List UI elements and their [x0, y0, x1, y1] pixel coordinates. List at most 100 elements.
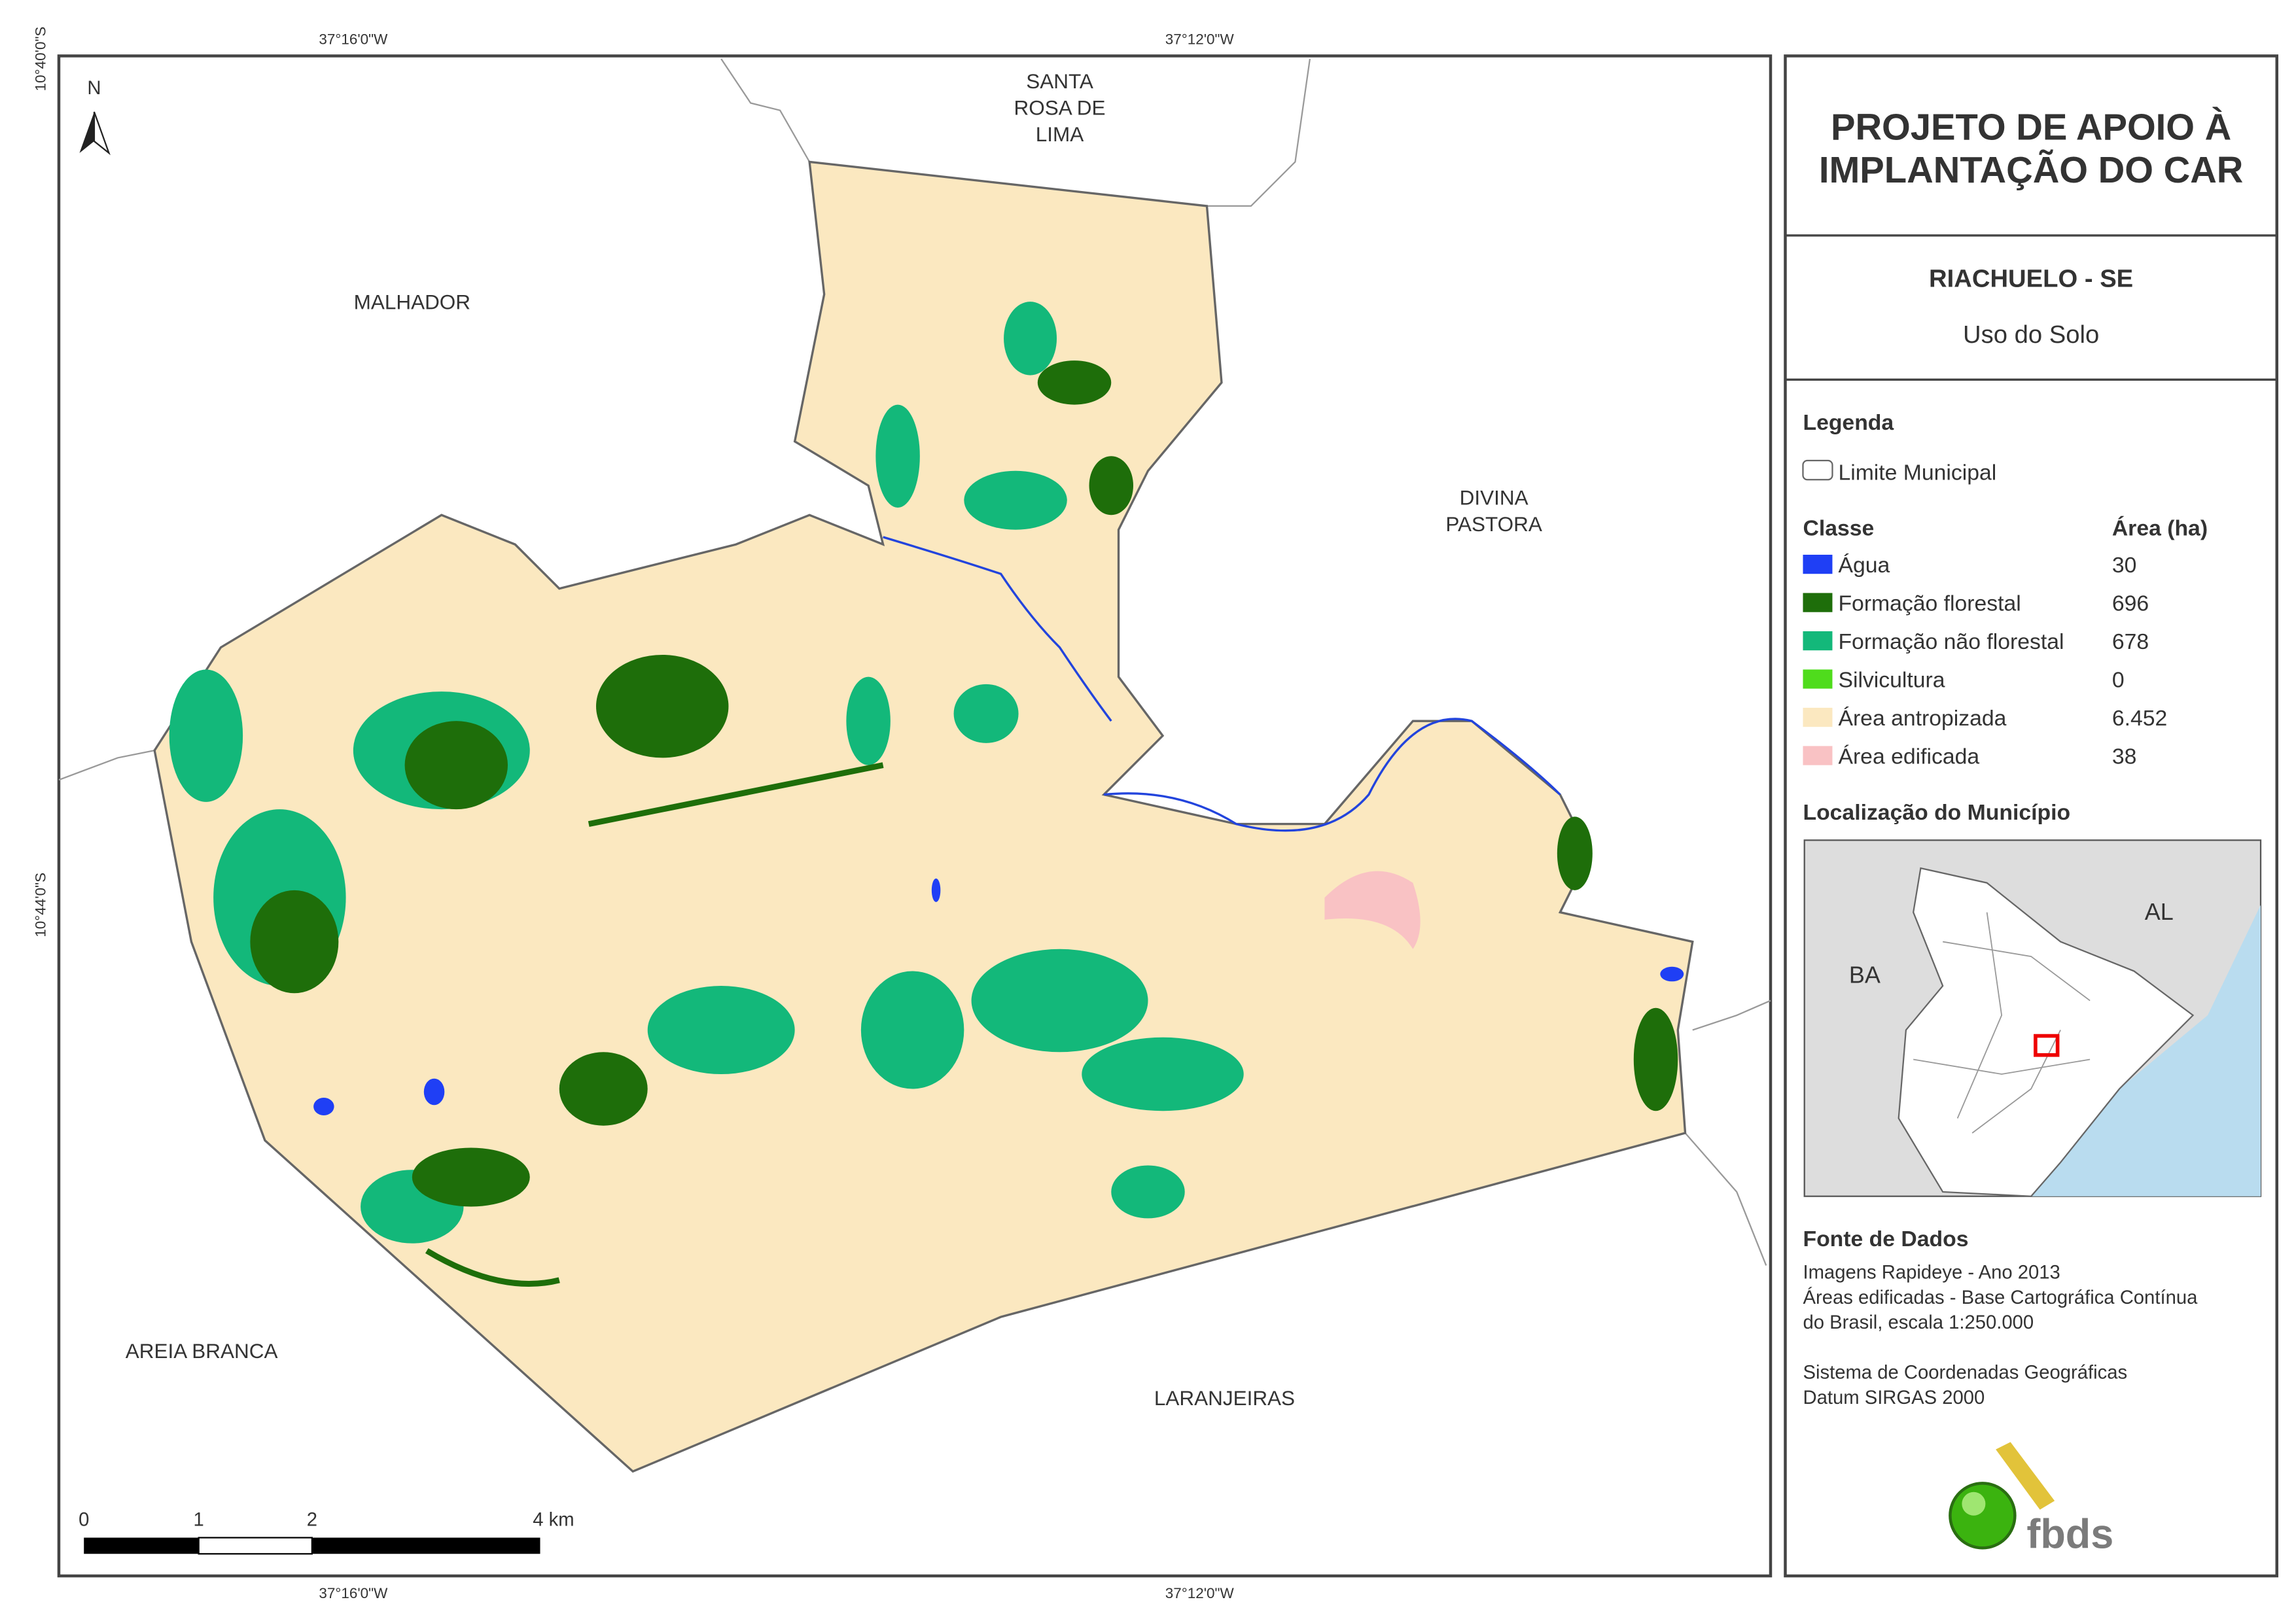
river [883, 536, 1561, 832]
coord-label: 10°40'0"S [33, 27, 49, 92]
coord-label: 37°16'0"W [319, 1585, 388, 1601]
neighbor-label: LIMA [1036, 122, 1084, 146]
neighbor-label: LARANJEIRAS [1154, 1386, 1295, 1410]
location-title: Localização do Município [1803, 800, 2070, 825]
title-line: IMPLANTAÇÃO DO CAR [1819, 149, 2244, 190]
legend-swatch [1803, 669, 1833, 689]
logo-circle [1949, 1482, 2017, 1550]
legend-label: Formação não florestal [1838, 629, 2064, 654]
logo-highlight [1962, 1492, 1986, 1516]
patch [595, 654, 729, 758]
coord-label: 37°16'0"W [319, 31, 388, 47]
coord-label: 10°44'0"S [33, 873, 49, 937]
neighbor-label: ROSA DE [1014, 96, 1106, 119]
water [931, 878, 941, 902]
source-line: Sistema de Coordenadas Geográficas [1803, 1363, 2127, 1384]
side-panel [1784, 54, 2279, 1578]
water [1660, 966, 1684, 982]
legend-label: Área antropizada [1838, 706, 2006, 731]
sources: Imagens Rapideye - Ano 2013 Áreas edifica… [1803, 1263, 2198, 1408]
scale-label: 0 [79, 1510, 89, 1531]
source-line: Datum SIRGAS 2000 [1803, 1387, 1985, 1408]
location-inset: BA AL [1803, 839, 2262, 1197]
boundary [720, 58, 1311, 207]
built-area [1324, 871, 1421, 949]
patch [425, 1248, 560, 1287]
patch [846, 676, 891, 765]
legend-swatch [1803, 631, 1833, 651]
patch [559, 1052, 648, 1126]
coord-label: 37°12'0"W [1165, 1585, 1235, 1601]
boundary-label: Limite Municipal [1838, 460, 1996, 485]
patch [1557, 816, 1593, 890]
subtitle: Uso do Solo [1963, 321, 2099, 349]
scale-segment [311, 1537, 540, 1554]
patch [1633, 1007, 1678, 1111]
patch [1089, 456, 1134, 515]
inset-label: AL [2145, 898, 2174, 925]
legend-area: 38 [2112, 744, 2137, 769]
water [423, 1078, 445, 1106]
legend-label: Área edificada [1838, 744, 1979, 769]
neighbor-label: SANTA [1026, 69, 1093, 93]
municipality-name: RIACHUELO - SE [1929, 265, 2133, 293]
legend-label: Silvicultura [1838, 667, 1945, 692]
source-line: Imagens Rapideye - Ano 2013 [1803, 1263, 2060, 1283]
patch [953, 684, 1019, 743]
state-outline [1898, 867, 2195, 1197]
municipal-lines [1913, 912, 2091, 1134]
scale-label: 2 [307, 1510, 317, 1531]
scale-segment [84, 1537, 199, 1554]
location-marker [2034, 1034, 2060, 1057]
patch [647, 986, 795, 1075]
legend-swatch [1803, 707, 1833, 727]
water [313, 1097, 334, 1115]
logo-text: fbds [2026, 1511, 2113, 1557]
patch [964, 470, 1067, 530]
source-line: Áreas edificadas - Base Cartográfica Con… [1803, 1287, 2198, 1308]
legend-area: 0 [2112, 667, 2125, 692]
legend-swatch [1803, 593, 1833, 612]
coord-label: 37°12'0"W [1165, 31, 1235, 47]
patch [971, 949, 1148, 1053]
boundary [58, 750, 1771, 1266]
neighbor-label: PASTORA [1445, 512, 1542, 536]
north-label: N [87, 78, 101, 99]
source-line: do Brasil, escala 1:250.000 [1803, 1312, 2034, 1333]
coordinates: 37°16'0"W 37°12'0"W 37°16'0"W 37°12'0"W … [33, 27, 1235, 1601]
legend-area: 678 [2112, 629, 2149, 654]
logo-bar [1996, 1442, 2055, 1510]
patch [1004, 302, 1057, 375]
scale-label: 4 km [533, 1510, 574, 1531]
legend-label: Água [1838, 553, 1890, 578]
patch [250, 890, 339, 994]
legend-swatch [1803, 746, 1833, 765]
legend-area: 30 [2112, 553, 2137, 578]
area-header: Área (ha) [2112, 516, 2208, 541]
patch [1082, 1037, 1244, 1111]
legend-area: 696 [2112, 591, 2149, 616]
patch [412, 1147, 530, 1207]
scale-bar: 0 1 2 4 km [79, 1510, 574, 1555]
logo: fbds [1949, 1442, 2113, 1557]
class-header: Classe [1803, 516, 1874, 541]
patch [875, 404, 920, 508]
neighbor-label: MALHADOR [354, 290, 470, 313]
patch [169, 669, 243, 802]
land-cover [169, 302, 1684, 1287]
legend-rows: Água 30 Formação florestal 696 Formação não … [1803, 553, 2167, 769]
title-line: PROJETO DE APOIO À [1831, 107, 2231, 148]
legend-area: 6.452 [2112, 706, 2167, 731]
patch [860, 971, 964, 1089]
scale-label: 1 [194, 1510, 204, 1531]
patch [588, 762, 884, 828]
sources-title: Fonte de Dados [1803, 1227, 1968, 1251]
patch [1037, 360, 1112, 405]
scale-segment [198, 1537, 313, 1555]
north-arrow-right [93, 111, 111, 156]
neighbor-label: DIVINA [1460, 486, 1528, 510]
patch [1111, 1165, 1185, 1219]
